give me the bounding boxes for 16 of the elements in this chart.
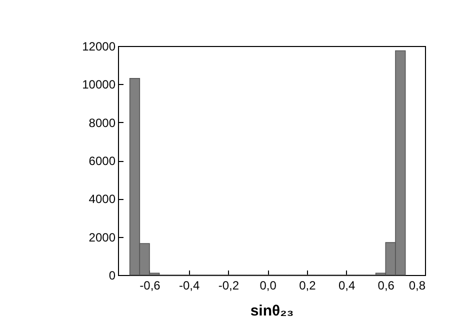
y-tick-label: 2000 [88,230,116,244]
y-tick-label: 6000 [88,154,116,168]
x-tick-label: -0,6 [140,278,161,292]
y-tick-label: 0 [108,268,116,282]
y-tick-label: 12000 [82,40,116,54]
x-tick-label: -0,2 [218,278,240,292]
y-tick-label: 4000 [88,192,116,206]
y-tick-label: 10000 [82,78,116,92]
x-axis-title: sinθ₂₃ [250,302,294,320]
x-tick-label: 0,0 [260,278,277,292]
y-tick-label: 8000 [88,116,116,130]
x-tick-label: 0,4 [338,278,356,292]
x-tick-label: 0,8 [408,278,426,292]
x-tick-label: 0,6 [378,278,395,292]
x-tick-label: 0,2 [299,278,316,292]
x-tick-label: -0,4 [179,278,200,292]
